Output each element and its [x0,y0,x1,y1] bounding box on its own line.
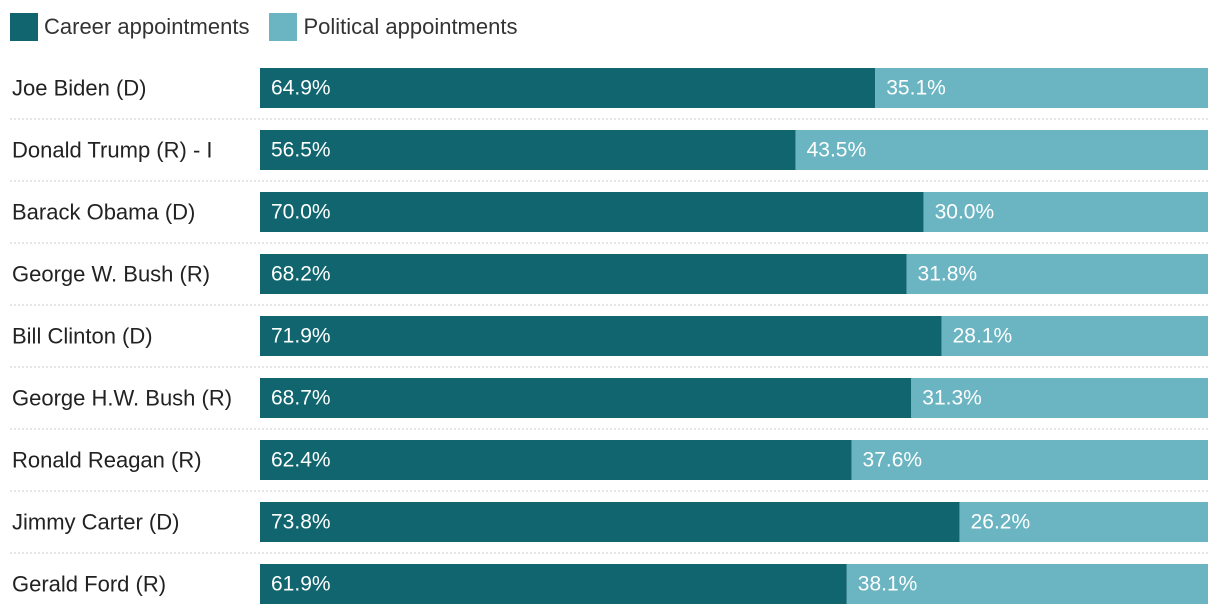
data-label-political: 31.8% [918,263,978,286]
data-label-career: 70.0% [271,201,331,224]
data-label-career: 71.9% [271,325,331,348]
category-label: Joe Biden (D) [12,76,147,101]
data-label-political: 30.0% [935,201,995,224]
bar-political [906,254,1208,294]
category-label: Bill Clinton (D) [12,324,153,349]
legend: Career appointments Political appointmen… [10,12,537,42]
data-label-career: 61.9% [271,573,331,596]
legend-swatch-career [10,13,38,41]
bar-political [795,130,1208,170]
bar-career [260,68,876,108]
data-label-career: 68.2% [271,263,331,286]
bar-career [260,564,847,604]
bar-political [846,564,1208,604]
bar-career [260,254,907,294]
bar-career [260,378,912,418]
bar-career [260,502,960,542]
bar-political [875,68,1208,108]
data-label-political: 26.2% [971,511,1031,534]
bar-political [941,316,1208,356]
bar-political [851,440,1208,480]
data-label-career: 68.7% [271,387,331,410]
legend-label-career: Career appointments [44,14,250,39]
category-label: Gerald Ford (R) [12,572,166,597]
bar-career [260,316,942,356]
legend-swatch-political [269,13,298,41]
bar-political [923,192,1208,232]
data-label-political: 43.5% [807,139,867,162]
category-label: George H.W. Bush (R) [12,386,232,411]
bar-career [260,192,924,232]
bar-political [911,378,1208,418]
data-label-career: 62.4% [271,449,331,472]
data-label-political: 38.1% [858,573,918,596]
bar-career [260,130,796,170]
legend-item-political: Political appointments [269,13,517,41]
bar-political [959,502,1208,542]
category-label: George W. Bush (R) [12,262,210,287]
category-label: Donald Trump (R) - I [12,138,213,163]
legend-label-political: Political appointments [303,14,518,39]
data-label-career: 64.9% [271,77,331,100]
data-label-career: 56.5% [271,139,331,162]
category-label: Barack Obama (D) [12,200,195,225]
bar-career [260,440,852,480]
legend-item-career: Career appointments [10,13,249,41]
data-label-political: 31.3% [922,387,982,410]
data-label-career: 73.8% [271,511,331,534]
category-label: Jimmy Carter (D) [12,510,179,535]
category-label: Ronald Reagan (R) [12,448,202,473]
data-label-political: 28.1% [953,325,1013,348]
data-label-political: 37.6% [863,449,923,472]
data-label-political: 35.1% [886,77,946,100]
